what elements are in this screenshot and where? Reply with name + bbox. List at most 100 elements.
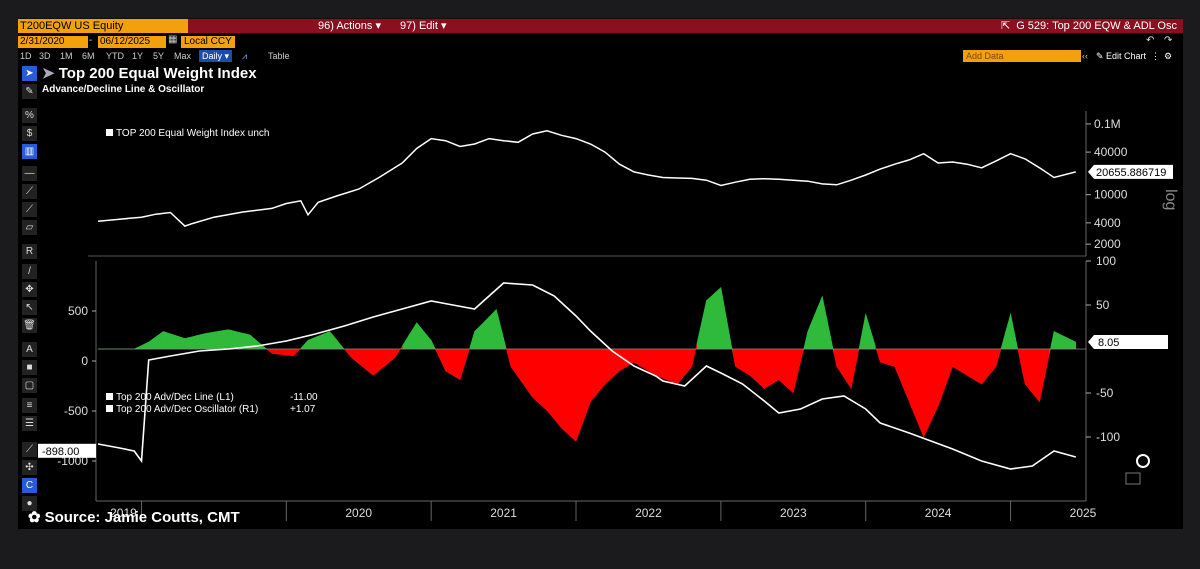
adl-tick-label: -500	[64, 404, 88, 418]
redo-icon[interactable]: ↷	[1164, 35, 1173, 46]
grid-icon[interactable]: ☰	[22, 416, 37, 431]
chart-title-text: Top 200 Equal Weight Index	[58, 65, 257, 82]
edit-chart-button[interactable]: ✎ Edit Chart	[1096, 51, 1147, 61]
price-tick-label: 4000	[1094, 216, 1121, 230]
x-tick-label: 2019	[110, 506, 137, 520]
end-date-field[interactable]: 06/12/2025	[98, 36, 166, 48]
price-legend-swatch	[106, 129, 113, 136]
mini-chart-icon	[1125, 472, 1141, 485]
channel-icon[interactable]: ▱	[22, 220, 37, 235]
rectangle-icon[interactable]: ■	[22, 360, 37, 375]
move-icon[interactable]: ✥	[22, 282, 37, 297]
drawing-toolbar: ➤ ✎ % $ ▥ — ⟋ ⟋ ▱ R / ✥ ↖ 🗑 A ■ ▢ ≡ ☰ ⟋ …	[22, 66, 38, 511]
pencil-icon[interactable]: ✎	[22, 84, 37, 99]
palette-icon[interactable]: ●	[22, 496, 37, 511]
ray-icon[interactable]: ⟋	[22, 202, 37, 217]
more-icon[interactable]: ⋮	[1151, 51, 1160, 61]
oscillator-positive-area	[98, 286, 1077, 355]
source-note: ✿ Source: Jamie Coutts, CMT	[28, 508, 240, 526]
osc-last-value-label: 8.05	[1098, 337, 1119, 349]
osc-legend-value: +1.07	[290, 404, 316, 415]
start-date-field[interactable]: 2/31/2020	[18, 36, 88, 48]
period-5y[interactable]: 5Y	[153, 51, 165, 61]
oscillator-negative-area	[267, 344, 1050, 442]
adl-last-value-label: -898.00	[42, 446, 79, 458]
ruler-icon[interactable]: ⟋	[22, 442, 37, 457]
frame-icon[interactable]: ▢	[22, 378, 37, 393]
select-icon[interactable]: ↖	[22, 300, 37, 315]
pointer-icon[interactable]: ➤	[22, 66, 37, 81]
add-data-field[interactable]: Add Data	[963, 50, 1081, 62]
price-tick-label: 0.1M	[1094, 117, 1121, 131]
trash-icon[interactable]: 🗑	[22, 318, 37, 333]
price-tick-label: 40000	[1094, 145, 1128, 159]
x-tick-label: 2025	[1070, 506, 1097, 520]
graph-title-text: G 529: Top 200 EQW & ADL Osc	[1016, 20, 1177, 32]
x-tick-label: 2022	[635, 506, 662, 520]
settings-icon[interactable]: ⚙	[1164, 51, 1173, 61]
x-tick-label: 2021	[490, 506, 517, 520]
x-tick-label: 2024	[925, 506, 952, 520]
command-strip: 96) Actions ▾ 97) Edit ▾ ⇱ G 529: Top 200…	[188, 19, 1183, 33]
osc-tick-label: -100	[1096, 430, 1120, 444]
dollar-icon[interactable]: $	[22, 126, 37, 141]
price-tick-label: 10000	[1094, 188, 1128, 202]
adl-tick-label: 0	[81, 354, 88, 368]
period-max[interactable]: Max	[174, 51, 192, 61]
ticker-field[interactable]: T200EQW US Equity	[18, 19, 188, 33]
price-last-value-label: 20655.886719	[1096, 167, 1166, 179]
chart-canvas[interactable]: 0.1M 40000 10000 4000 2000 log TOP 200 Equal W…	[18, 66, 1183, 526]
period-1d[interactable]: 1D	[20, 51, 32, 61]
period-3d[interactable]: 3D	[39, 51, 51, 61]
text-r-icon[interactable]: R	[22, 244, 37, 259]
osc-legend-value: -11.00	[290, 392, 318, 403]
actions-menu[interactable]: 96) Actions ▾	[318, 20, 381, 32]
collapse-icon[interactable]: ‹‹	[1082, 51, 1088, 61]
period-1y[interactable]: 1Y	[132, 51, 144, 61]
frequency-select[interactable]: Daily ▾	[199, 50, 233, 62]
calendar-icon[interactable]: ▦	[168, 34, 178, 45]
price-legend-label: TOP 200 Equal Weight Index unch	[116, 128, 269, 139]
osc-last-value-box	[1088, 334, 1168, 349]
edit-menu[interactable]: 97) Edit ▾	[400, 20, 447, 32]
price-series-line	[97, 130, 1076, 227]
price-last-value-box	[1088, 164, 1173, 179]
chart-type-icon[interactable]: ⩘	[242, 51, 248, 61]
log-scale-label: log	[1162, 189, 1179, 210]
osc-legend-swatch	[106, 393, 113, 400]
hline-icon[interactable]: —	[22, 166, 37, 181]
table-button[interactable]: Table	[268, 51, 290, 61]
price-tick-label: 2000	[1094, 237, 1121, 251]
cursor-c-icon[interactable]: C	[22, 478, 37, 493]
osc-tick-label: -50	[1096, 386, 1114, 400]
period-ytd[interactable]: YTD	[106, 51, 124, 61]
osc-legend-name: Top 200 Adv/Dec Line (L1)	[116, 392, 234, 403]
osc-legend-swatch	[106, 405, 113, 412]
adl-tick-label: 500	[68, 304, 88, 318]
osc-legend-name: Top 200 Adv/Dec Oscillator (R1)	[116, 404, 258, 415]
osc-tick-label: 50	[1096, 298, 1110, 312]
brush-icon[interactable]: /	[22, 264, 37, 279]
adl-last-value-box	[38, 443, 96, 458]
trendline-icon[interactable]: ⟋	[22, 184, 37, 199]
export-icon[interactable]: ⇱	[1000, 20, 1011, 32]
period-bar: 1D 3D 1M 6M YTD 1Y 5Y Max Daily ▾ ⩘ Tabl…	[18, 50, 1183, 62]
adl-series-line	[97, 282, 1077, 470]
settings-gear-icon[interactable]: ✿	[28, 509, 41, 526]
currency-select[interactable]: Local CCY	[181, 36, 235, 48]
book-icon[interactable]: ▥	[22, 144, 37, 159]
x-axis: 2019 2020 2021 2022 2023 2024 2025	[96, 500, 1097, 521]
x-tick-label: 2020	[345, 506, 372, 520]
period-1m[interactable]: 1M	[60, 51, 73, 61]
period-6m[interactable]: 6M	[82, 51, 95, 61]
annotate-icon[interactable]: A	[22, 342, 37, 357]
price-panel: 0.1M 40000 10000 4000 2000 log TOP 200 Equal W…	[88, 111, 1179, 257]
magnet-icon[interactable]: ✣	[22, 460, 37, 475]
source-text: Source: Jamie Coutts, CMT	[44, 509, 240, 526]
chart-subtitle: Advance/Decline Line & Oscillator	[42, 84, 205, 95]
percent-icon[interactable]: %	[22, 108, 37, 123]
undo-icon[interactable]: ↶	[1146, 35, 1155, 46]
oscillator-panel: 5000-500-100010050-50-1008.05-898.00Top …	[38, 254, 1168, 501]
lines-icon[interactable]: ≡	[22, 398, 37, 413]
chart-title: ➤ Top 200 Equal Weight Index	[42, 64, 257, 82]
